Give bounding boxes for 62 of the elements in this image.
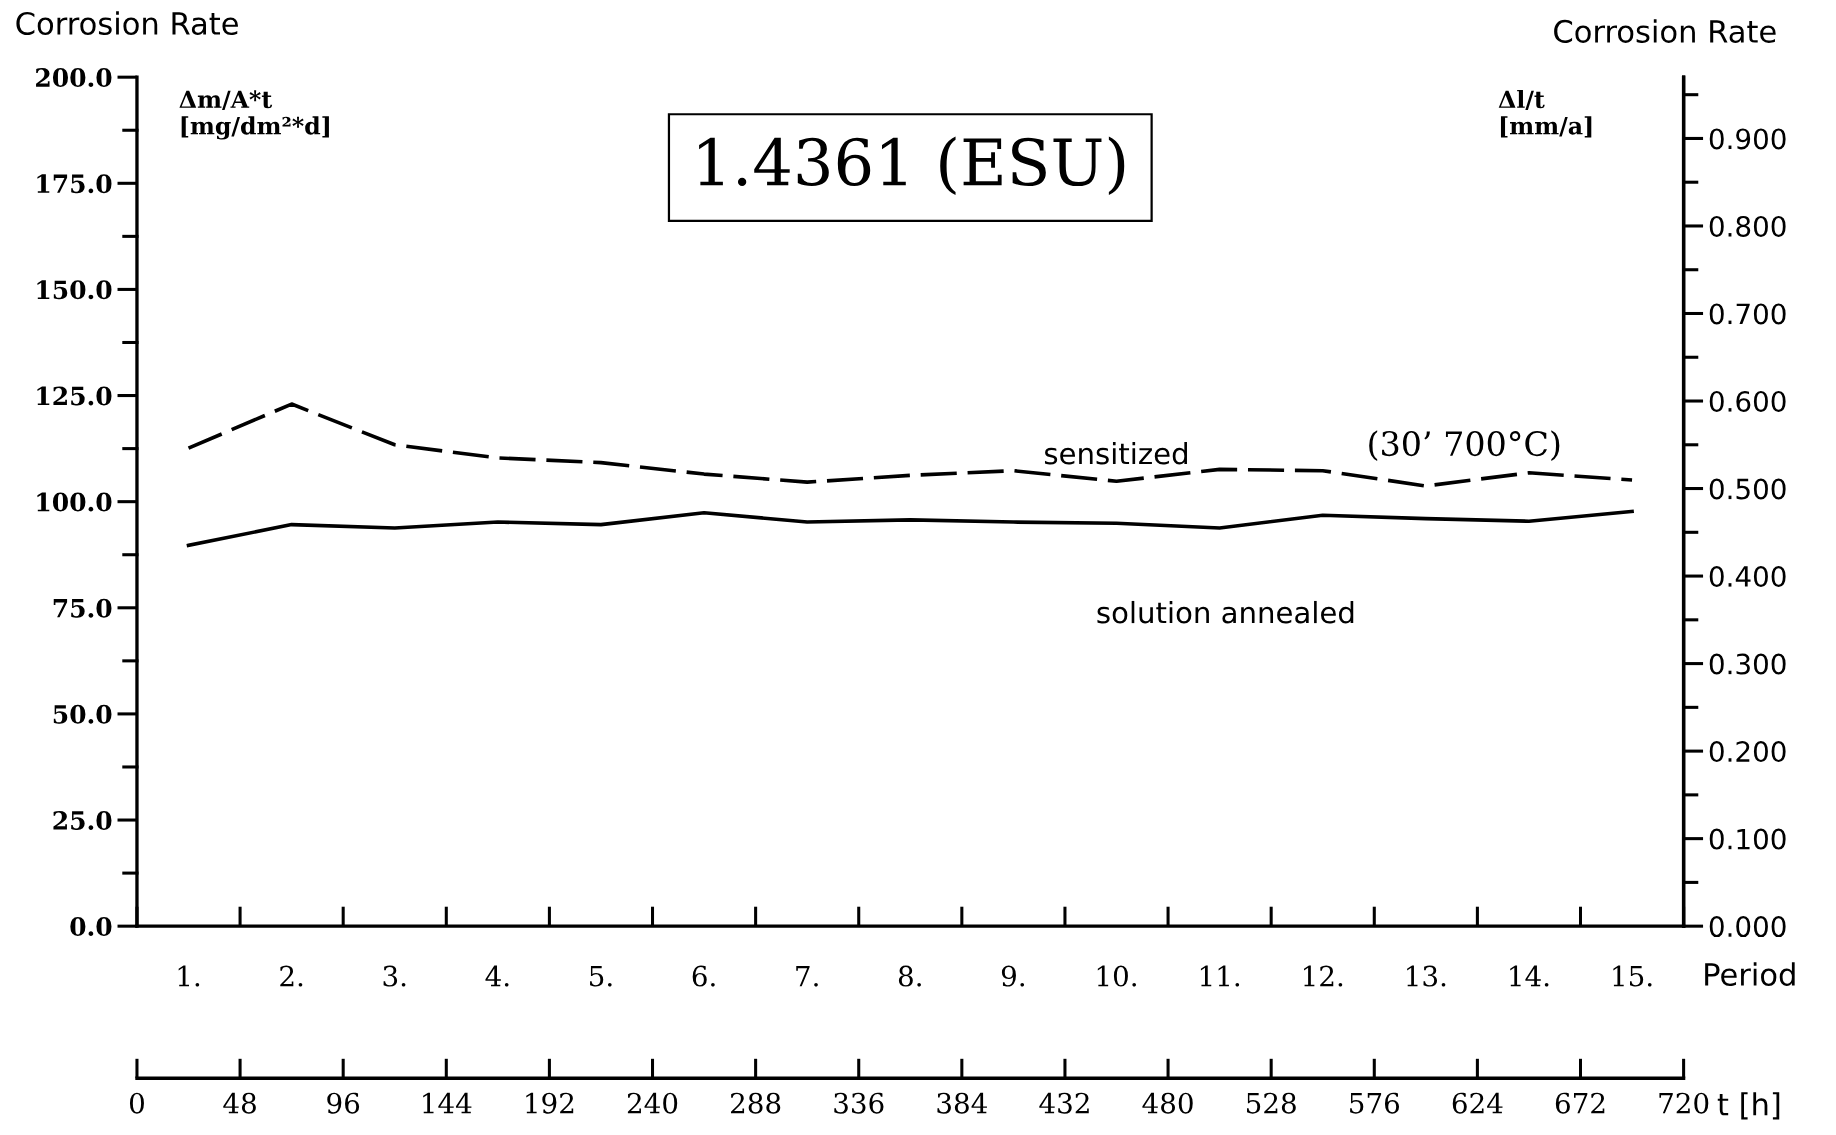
x2-tick-label: 192 xyxy=(526,1092,574,1114)
x2-tick-label: 48 xyxy=(223,1092,256,1114)
y-tick-label: 125.0 xyxy=(37,386,112,406)
x-tick-label: 7. xyxy=(796,965,818,987)
x-tick-label: 15. xyxy=(1613,965,1652,987)
y-tick-label: 50.0 xyxy=(53,704,112,724)
x-tick-label: 5. xyxy=(590,965,612,987)
y2-tick-label: 0.900 xyxy=(1709,128,1786,150)
x-tick-label: 1. xyxy=(178,965,200,987)
y2-tick-label: 0.000 xyxy=(1709,916,1786,938)
text: solution annealed xyxy=(1097,600,1354,624)
y2-tick-label: 0.800 xyxy=(1709,215,1786,237)
text: 1.4361 (ESU) xyxy=(699,136,1125,196)
x2-tick-label: 336 xyxy=(834,1092,884,1114)
y-tick-label: 25.0 xyxy=(53,810,112,830)
x2-tick-label: 240 xyxy=(627,1092,678,1114)
y2-tick-label: 0.300 xyxy=(1709,653,1786,675)
series-label: sensitized xyxy=(1044,441,1187,465)
x-tick-label: 4. xyxy=(485,965,509,987)
line-series xyxy=(186,402,1634,488)
x2-tick-label: 96 xyxy=(327,1092,360,1114)
x-tick-label: 12. xyxy=(1304,965,1343,987)
x-tick-label: 6. xyxy=(692,965,715,987)
x2-tick-label: 720 xyxy=(1659,1092,1709,1114)
x-tick-label: 9. xyxy=(1001,965,1025,987)
x2-tick-label: 0 xyxy=(129,1092,144,1114)
y-tick-label: 0.0 xyxy=(70,917,112,937)
x-tick-label: 11. xyxy=(1200,965,1240,987)
annotation: Δm/A*t [mg/dm²*d] xyxy=(179,90,329,140)
y-tick-label: 175.0 xyxy=(37,174,112,194)
x-tick-label: 2. xyxy=(280,965,303,987)
y2-tick-label: 0.700 xyxy=(1709,303,1786,325)
x-tick-label: 14. xyxy=(1510,965,1549,987)
y2-tick-label: 0.500 xyxy=(1709,478,1786,500)
annotation: (30’ 700°C) xyxy=(1369,430,1560,461)
y2-tick-label: 0.100 xyxy=(1709,828,1786,850)
y-tick-label: 200.0 xyxy=(36,68,112,88)
y2-axis-title: Corrosion Rate xyxy=(1554,19,1776,43)
x-tick-label: 10. xyxy=(1097,965,1136,987)
y-tick-label: 150.0 xyxy=(37,280,112,300)
x2-tick-label: 432 xyxy=(1039,1092,1089,1114)
y-axis-title: Corrosion Rate xyxy=(16,11,238,35)
x-tick-label: 13. xyxy=(1407,965,1446,987)
x2-tick-label: 384 xyxy=(937,1092,987,1114)
y-tick-label: 100.0 xyxy=(37,492,112,512)
line-series xyxy=(186,509,1634,548)
annotation: Δl/t [mm/a] xyxy=(1498,89,1592,138)
y-tick-label: 75.0 xyxy=(53,598,112,618)
x-axis-title: Period xyxy=(1705,962,1795,986)
x2-tick-label: 672 xyxy=(1555,1092,1605,1114)
x2-tick-label: 528 xyxy=(1247,1092,1296,1114)
y2-tick-label: 0.600 xyxy=(1709,390,1786,412)
x2-tick-label: 624 xyxy=(1452,1092,1503,1114)
x2-tick-label: 480 xyxy=(1142,1092,1193,1114)
x2-axis-title: t [h] xyxy=(1717,1092,1780,1120)
x2-tick-label: 576 xyxy=(1350,1092,1400,1114)
y2-tick-label: 0.400 xyxy=(1709,566,1786,588)
y2-tick-label: 0.200 xyxy=(1709,741,1786,763)
x-tick-label: 8. xyxy=(898,965,921,987)
x2-tick-label: 288 xyxy=(731,1092,781,1114)
x-tick-label: 3. xyxy=(383,965,406,987)
x2-tick-label: 144 xyxy=(423,1092,472,1114)
